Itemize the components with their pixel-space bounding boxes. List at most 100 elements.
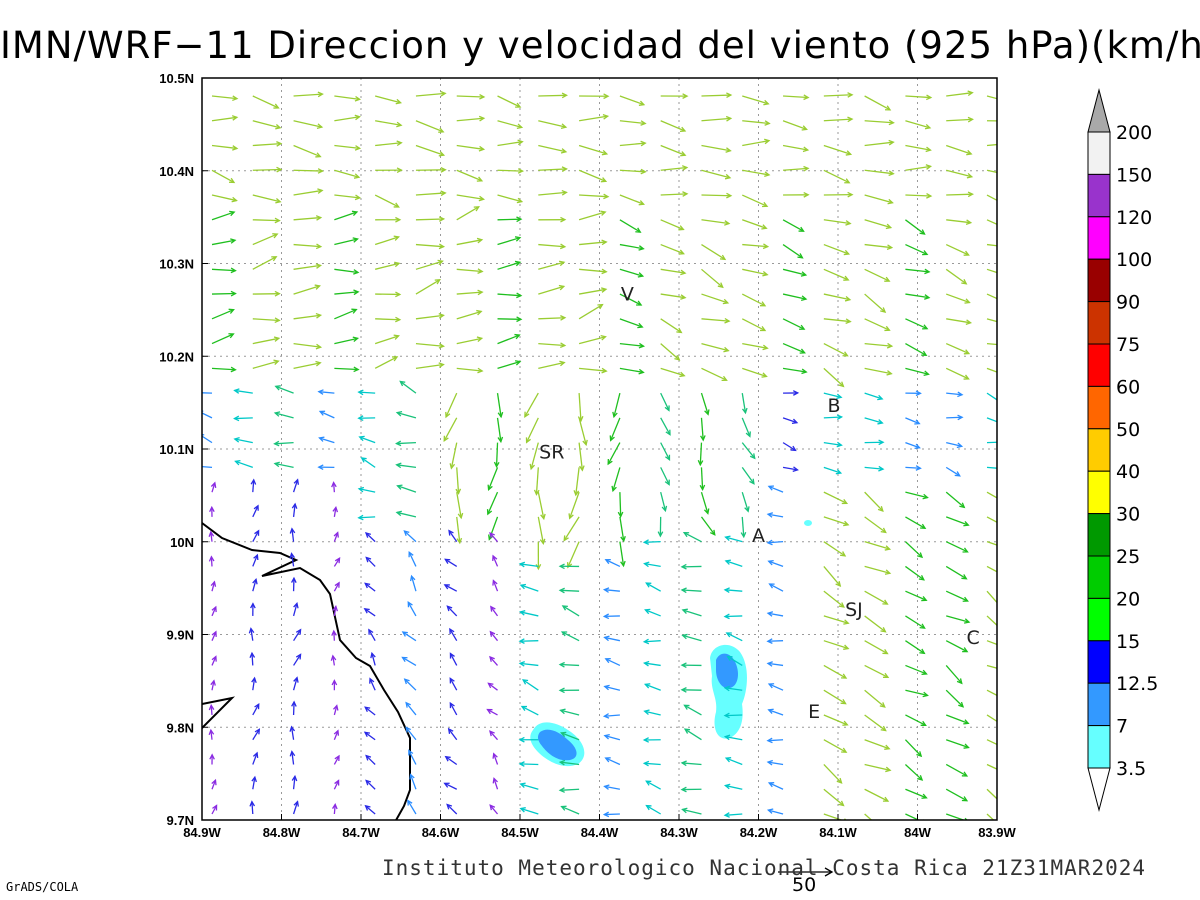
wind-arrow bbox=[318, 436, 335, 444]
wind-arrow-shaft bbox=[905, 615, 925, 629]
wind-arrow-shaft bbox=[560, 788, 580, 791]
wind-arrow bbox=[331, 679, 338, 691]
wind-arrow bbox=[741, 318, 767, 332]
wind-arrow-head bbox=[926, 193, 933, 199]
wind-arrow-shaft bbox=[334, 308, 357, 320]
wind-arrow-shaft bbox=[252, 360, 279, 369]
wind-arrow bbox=[823, 516, 850, 527]
wind-arrow-shaft bbox=[767, 640, 784, 642]
wind-arrow-head bbox=[395, 98, 403, 105]
wind-arrow bbox=[446, 803, 458, 815]
wind-arrow-head bbox=[724, 757, 732, 763]
wind-arrow-shaft bbox=[578, 169, 607, 182]
wind-arrow-head bbox=[558, 661, 565, 668]
wind-arrow bbox=[333, 557, 341, 567]
wind-arrow bbox=[701, 367, 728, 382]
city-label: V bbox=[621, 284, 634, 306]
wind-arrow bbox=[742, 219, 768, 230]
wind-arrow-head bbox=[515, 102, 522, 108]
wind-arrow-shaft bbox=[864, 664, 889, 678]
wind-arrow-shaft bbox=[767, 513, 784, 518]
wind-arrow-shaft bbox=[905, 788, 927, 799]
wind-arrow bbox=[449, 627, 458, 642]
wind-arrow-shaft bbox=[905, 120, 931, 129]
wind-arrow bbox=[642, 638, 661, 645]
wind-arrow bbox=[986, 813, 995, 820]
legend-label: 90 bbox=[1116, 292, 1140, 314]
wind-arrow bbox=[208, 728, 215, 740]
wind-arrow bbox=[723, 734, 743, 741]
wind-arrow-head bbox=[799, 324, 806, 330]
wind-arrow bbox=[293, 144, 322, 158]
wind-arrow bbox=[742, 95, 770, 106]
wind-arrow-shaft bbox=[945, 367, 969, 380]
wind-arrow bbox=[642, 660, 661, 667]
wind-arrow-shaft bbox=[644, 541, 661, 543]
wind-arrow bbox=[456, 336, 484, 345]
city-label: SR bbox=[539, 441, 564, 463]
wind-arrow-head bbox=[486, 509, 493, 516]
wind-arrow bbox=[986, 342, 997, 346]
wind-arrow-head bbox=[843, 520, 850, 527]
wind-arrow-head bbox=[888, 119, 895, 126]
wind-arrow-head bbox=[602, 613, 610, 620]
wind-arrow-head bbox=[364, 706, 371, 713]
wind-arrow-shaft bbox=[864, 342, 892, 347]
wind-arrow-shaft bbox=[487, 709, 498, 716]
wind-arrow-shaft bbox=[904, 764, 923, 781]
wind-arrow bbox=[864, 465, 885, 472]
wind-arrow bbox=[782, 442, 797, 452]
wind-arrow bbox=[742, 367, 768, 378]
wind-arrow bbox=[273, 411, 294, 419]
wind-arrow bbox=[273, 440, 294, 447]
wind-arrow bbox=[905, 417, 921, 425]
wind-arrow-head bbox=[1007, 547, 1012, 551]
wind-arrow-head bbox=[803, 165, 810, 172]
wind-arrow bbox=[558, 687, 580, 694]
wind-arrow bbox=[701, 92, 733, 99]
wind-arrow-head bbox=[539, 538, 546, 545]
wind-arrow bbox=[360, 457, 376, 468]
wind-arrow-head bbox=[276, 141, 283, 147]
wind-arrow-shaft bbox=[520, 807, 539, 815]
wind-arrow-shaft bbox=[986, 219, 997, 226]
wind-arrow-shaft bbox=[741, 491, 749, 512]
wind-arrow-head bbox=[612, 411, 618, 419]
wind-arrow-head bbox=[602, 713, 610, 719]
wind-arrow bbox=[518, 761, 539, 767]
wind-arrow-head bbox=[401, 656, 408, 663]
wind-arrow bbox=[210, 679, 216, 691]
wind-arrow bbox=[538, 360, 566, 369]
lat-tick-label: 10N bbox=[170, 535, 194, 550]
wind-arrow-shaft bbox=[211, 333, 234, 345]
wind-arrow-shaft bbox=[211, 144, 238, 150]
legend-swatch bbox=[1087, 682, 1111, 727]
wind-arrow-shaft bbox=[945, 689, 964, 708]
wind-arrow-head bbox=[744, 506, 750, 513]
wind-arrow-head bbox=[516, 316, 523, 323]
wind-arrow-head bbox=[1008, 669, 1013, 673]
wind-arrow-head bbox=[456, 537, 463, 545]
wind-arrow-head bbox=[680, 786, 687, 793]
wind-arrow bbox=[211, 115, 239, 122]
legend-label: 75 bbox=[1116, 334, 1140, 356]
wind-arrow bbox=[986, 367, 997, 373]
wind-arrow bbox=[766, 539, 784, 546]
wind-arrow-head bbox=[476, 336, 484, 342]
wind-arrow bbox=[538, 166, 568, 172]
wind-arrow bbox=[864, 640, 889, 655]
wind-arrow-head bbox=[680, 269, 687, 276]
wind-arrow bbox=[446, 605, 458, 617]
wind-arrow-head bbox=[847, 92, 854, 98]
wind-arrow bbox=[252, 194, 282, 204]
wind-arrow-head bbox=[365, 556, 372, 563]
wind-arrow-shaft bbox=[742, 169, 770, 176]
wind-arrow-shaft bbox=[946, 392, 963, 396]
legend-top-triangle bbox=[1087, 88, 1111, 133]
wind-arrow bbox=[415, 216, 446, 222]
wind-arrow-shaft bbox=[905, 165, 931, 171]
wind-arrow bbox=[660, 243, 685, 255]
wind-arrow-head bbox=[965, 319, 973, 325]
wind-arrow-shaft bbox=[864, 392, 883, 400]
